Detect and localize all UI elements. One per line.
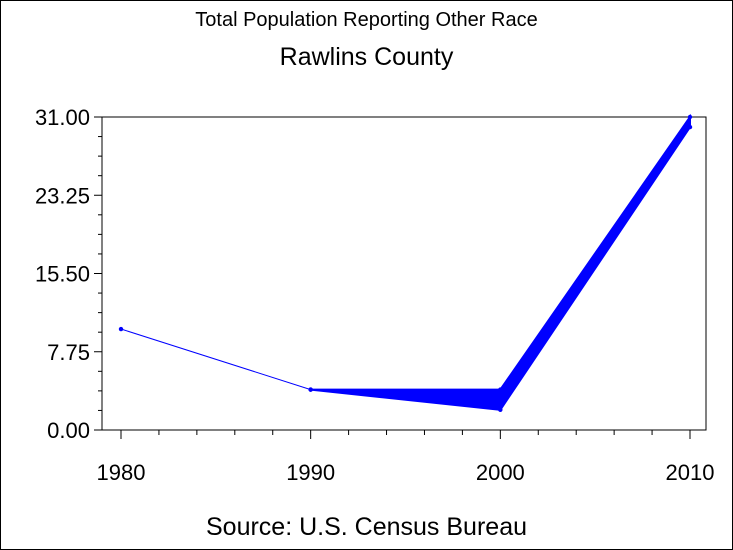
series-line — [120, 116, 691, 411]
plot-area-border — [101, 116, 707, 431]
data-point — [498, 407, 503, 413]
chart-subtitle: Rawlins County — [279, 43, 454, 71]
y-tick-label: 31.00 — [35, 105, 90, 130]
y-tick-label: 23.25 — [35, 183, 90, 208]
x-tick-label: 1990 — [286, 460, 335, 485]
series-band — [310, 113, 691, 411]
x-tick-label: 2000 — [476, 460, 525, 485]
data-point — [308, 387, 313, 392]
x-tick-label: 1980 — [97, 460, 146, 485]
y-tick-label: 7.75 — [47, 340, 90, 365]
data-point — [687, 124, 693, 130]
data-point — [687, 114, 693, 120]
series-line — [310, 126, 691, 391]
data-point — [118, 326, 124, 332]
y-tick-label: 0.00 — [47, 418, 90, 443]
y-tick-label: 15.50 — [35, 262, 90, 287]
chart-source-note: Source: U.S. Census Bureau — [206, 513, 527, 541]
data-point — [498, 387, 503, 392]
chart-title: Total Population Reporting Other Race — [195, 9, 538, 31]
x-tick-label: 2010 — [666, 460, 715, 485]
